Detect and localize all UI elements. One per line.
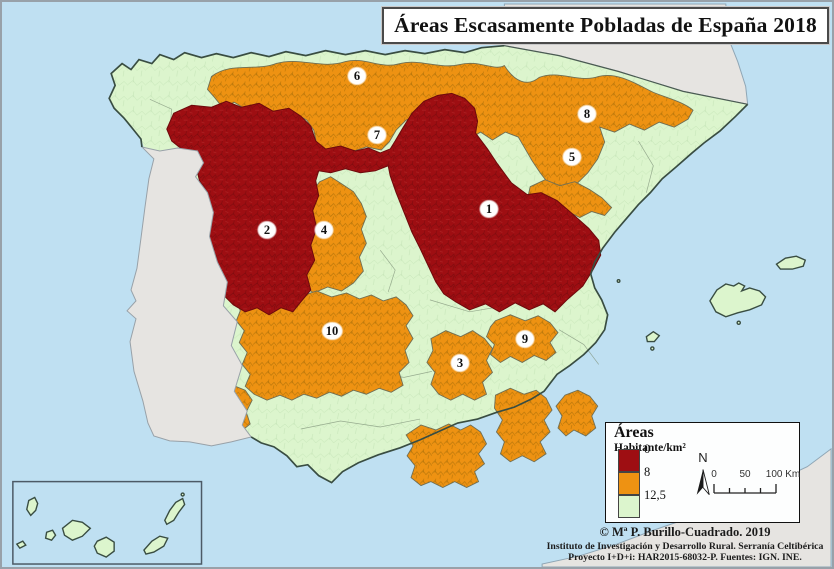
- region-label-5: 5: [563, 149, 581, 165]
- region-label-8: 8: [578, 106, 596, 122]
- north-label: N: [698, 450, 708, 465]
- region-label-3: 3: [451, 355, 469, 371]
- region-label-10: 10: [322, 323, 342, 339]
- legend-title: Áreas: [614, 424, 654, 441]
- map-title: Áreas Escasamente Pobladas de España 201…: [382, 7, 829, 44]
- legend-label-8: 8: [644, 465, 651, 479]
- credits-project: Proyecto I+D+i: HAR2015-68032-P. Fuentes…: [568, 552, 802, 564]
- spain-france-border: [504, 45, 748, 105]
- scale-100: 100 Km: [765, 469, 801, 480]
- legend-label-12-5: 12,5: [644, 488, 666, 502]
- spain-coastline: [108, 44, 749, 484]
- credits-institute: Instituto de Investigación y Desarrollo …: [546, 540, 824, 552]
- legend-swatch-green: [618, 495, 640, 518]
- balearic-islands: [616, 255, 807, 351]
- region-label-2: 2: [258, 222, 276, 238]
- region-label-9: 9: [516, 331, 534, 347]
- scale-bar-ticks: [713, 484, 777, 494]
- credits: © Mª P. Burillo-Cuadrado. 2019 Instituto…: [542, 525, 828, 564]
- north-arrow: N: [688, 449, 718, 499]
- scale-bar: 0 50 100 Km: [708, 467, 800, 501]
- legend: Áreas Habitante/km² 0 8 12,5 N 0 50 100 …: [605, 422, 800, 523]
- legend-swatch-dark-red: [618, 449, 640, 472]
- sparse-areas-dark-red: [166, 92, 602, 316]
- scale-50: 50: [739, 469, 751, 480]
- scale-0: 0: [711, 469, 717, 480]
- region-label-4: 4: [315, 222, 333, 238]
- region-label-6: 6: [348, 68, 366, 84]
- land-portugal: [126, 146, 253, 447]
- legend-swatch-orange: [618, 472, 640, 495]
- credits-copyright: © Mª P. Burillo-Cuadrado. 2019: [599, 525, 771, 540]
- region-label-7: 7: [368, 127, 386, 143]
- north-arrow-icon: [696, 469, 710, 495]
- legend-label-0: 0: [644, 442, 651, 456]
- canary-inset: [12, 480, 203, 565]
- region-label-1: 1: [480, 201, 498, 217]
